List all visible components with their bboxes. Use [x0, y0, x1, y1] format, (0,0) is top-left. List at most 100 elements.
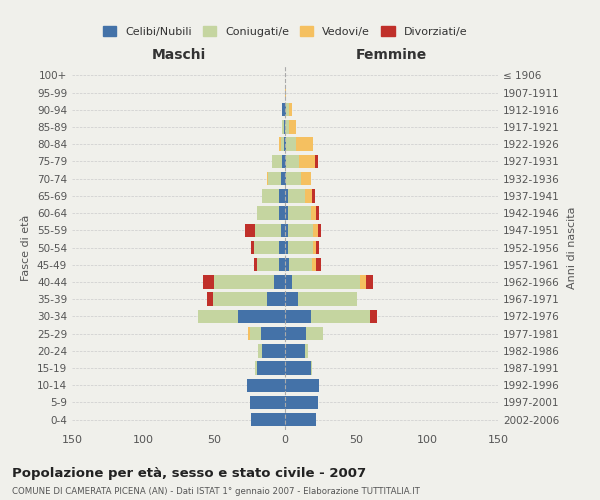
Bar — [360, 275, 366, 288]
Bar — [199, 310, 238, 323]
Bar — [282, 120, 284, 134]
Y-axis label: Fasce di età: Fasce di età — [22, 214, 31, 280]
Bar — [281, 172, 285, 186]
Bar — [286, 103, 289, 117]
Bar — [250, 327, 261, 340]
Bar — [262, 344, 285, 358]
Bar — [247, 378, 285, 392]
Bar — [254, 258, 257, 272]
Bar — [285, 396, 317, 409]
Bar — [285, 120, 289, 134]
Bar — [262, 189, 280, 202]
Bar — [315, 154, 317, 168]
Text: Popolazione per età, sesso e stato civile - 2007: Popolazione per età, sesso e stato civil… — [12, 468, 366, 480]
Bar — [255, 224, 281, 237]
Bar — [280, 206, 285, 220]
Bar — [285, 86, 286, 100]
Bar — [281, 138, 284, 151]
Bar — [285, 258, 289, 272]
Bar — [366, 275, 373, 288]
Bar — [274, 275, 285, 288]
Bar — [268, 172, 281, 186]
Bar — [285, 154, 286, 168]
Bar — [305, 189, 312, 202]
Bar — [285, 344, 305, 358]
Bar — [248, 327, 250, 340]
Bar — [285, 138, 286, 151]
Bar — [299, 154, 315, 168]
Bar — [305, 344, 308, 358]
Bar — [285, 189, 288, 202]
Bar — [286, 138, 296, 151]
Bar — [370, 310, 377, 323]
Bar — [285, 206, 288, 220]
Bar — [313, 224, 317, 237]
Text: Femmine: Femmine — [356, 48, 427, 62]
Bar — [282, 154, 285, 168]
Bar — [203, 275, 214, 288]
Bar — [212, 292, 266, 306]
Bar — [312, 189, 315, 202]
Bar — [311, 310, 370, 323]
Bar — [245, 224, 255, 237]
Bar — [289, 120, 296, 134]
Bar — [284, 120, 285, 134]
Bar — [280, 138, 281, 151]
Bar — [285, 172, 286, 186]
Bar — [285, 103, 286, 117]
Bar — [266, 292, 285, 306]
Bar — [307, 327, 323, 340]
Bar — [280, 258, 285, 272]
Bar — [285, 310, 311, 323]
Bar — [250, 396, 285, 409]
Bar — [312, 258, 316, 272]
Bar — [257, 258, 280, 272]
Bar — [282, 103, 285, 117]
Bar — [255, 362, 257, 374]
Bar — [316, 206, 319, 220]
Bar — [289, 103, 292, 117]
Bar — [285, 224, 288, 237]
Bar — [286, 154, 299, 168]
Bar — [214, 275, 274, 288]
Bar — [311, 362, 312, 374]
Bar — [285, 275, 292, 288]
Bar — [258, 344, 262, 358]
Bar — [251, 413, 285, 426]
Bar — [285, 241, 288, 254]
Bar — [257, 362, 285, 374]
Legend: Celibi/Nubili, Coniugati/e, Vedovi/e, Divorziati/e: Celibi/Nubili, Coniugati/e, Vedovi/e, Di… — [100, 23, 470, 40]
Bar — [254, 241, 280, 254]
Bar — [288, 241, 313, 254]
Bar — [285, 362, 311, 374]
Bar — [281, 224, 285, 237]
Bar — [288, 224, 313, 237]
Bar — [280, 241, 285, 254]
Bar — [285, 327, 307, 340]
Bar — [311, 206, 316, 220]
Bar — [280, 189, 285, 202]
Bar — [284, 138, 285, 151]
Bar — [296, 138, 313, 151]
Bar — [316, 258, 320, 272]
Bar — [285, 378, 319, 392]
Y-axis label: Anni di nascita: Anni di nascita — [566, 206, 577, 289]
Bar — [238, 310, 285, 323]
Bar — [288, 189, 305, 202]
Bar — [313, 241, 316, 254]
Bar — [292, 275, 360, 288]
Bar — [317, 224, 320, 237]
Bar — [289, 258, 312, 272]
Bar — [257, 206, 280, 220]
Bar — [251, 241, 254, 254]
Bar — [285, 292, 298, 306]
Text: COMUNE DI CAMERATA PICENA (AN) - Dati ISTAT 1° gennaio 2007 - Elaborazione TUTTI: COMUNE DI CAMERATA PICENA (AN) - Dati IS… — [12, 488, 420, 496]
Text: Maschi: Maschi — [151, 48, 206, 62]
Bar — [266, 172, 268, 186]
Bar — [298, 292, 358, 306]
Bar — [272, 154, 282, 168]
Bar — [301, 172, 311, 186]
Bar — [316, 241, 319, 254]
Bar — [261, 327, 285, 340]
Bar — [288, 206, 311, 220]
